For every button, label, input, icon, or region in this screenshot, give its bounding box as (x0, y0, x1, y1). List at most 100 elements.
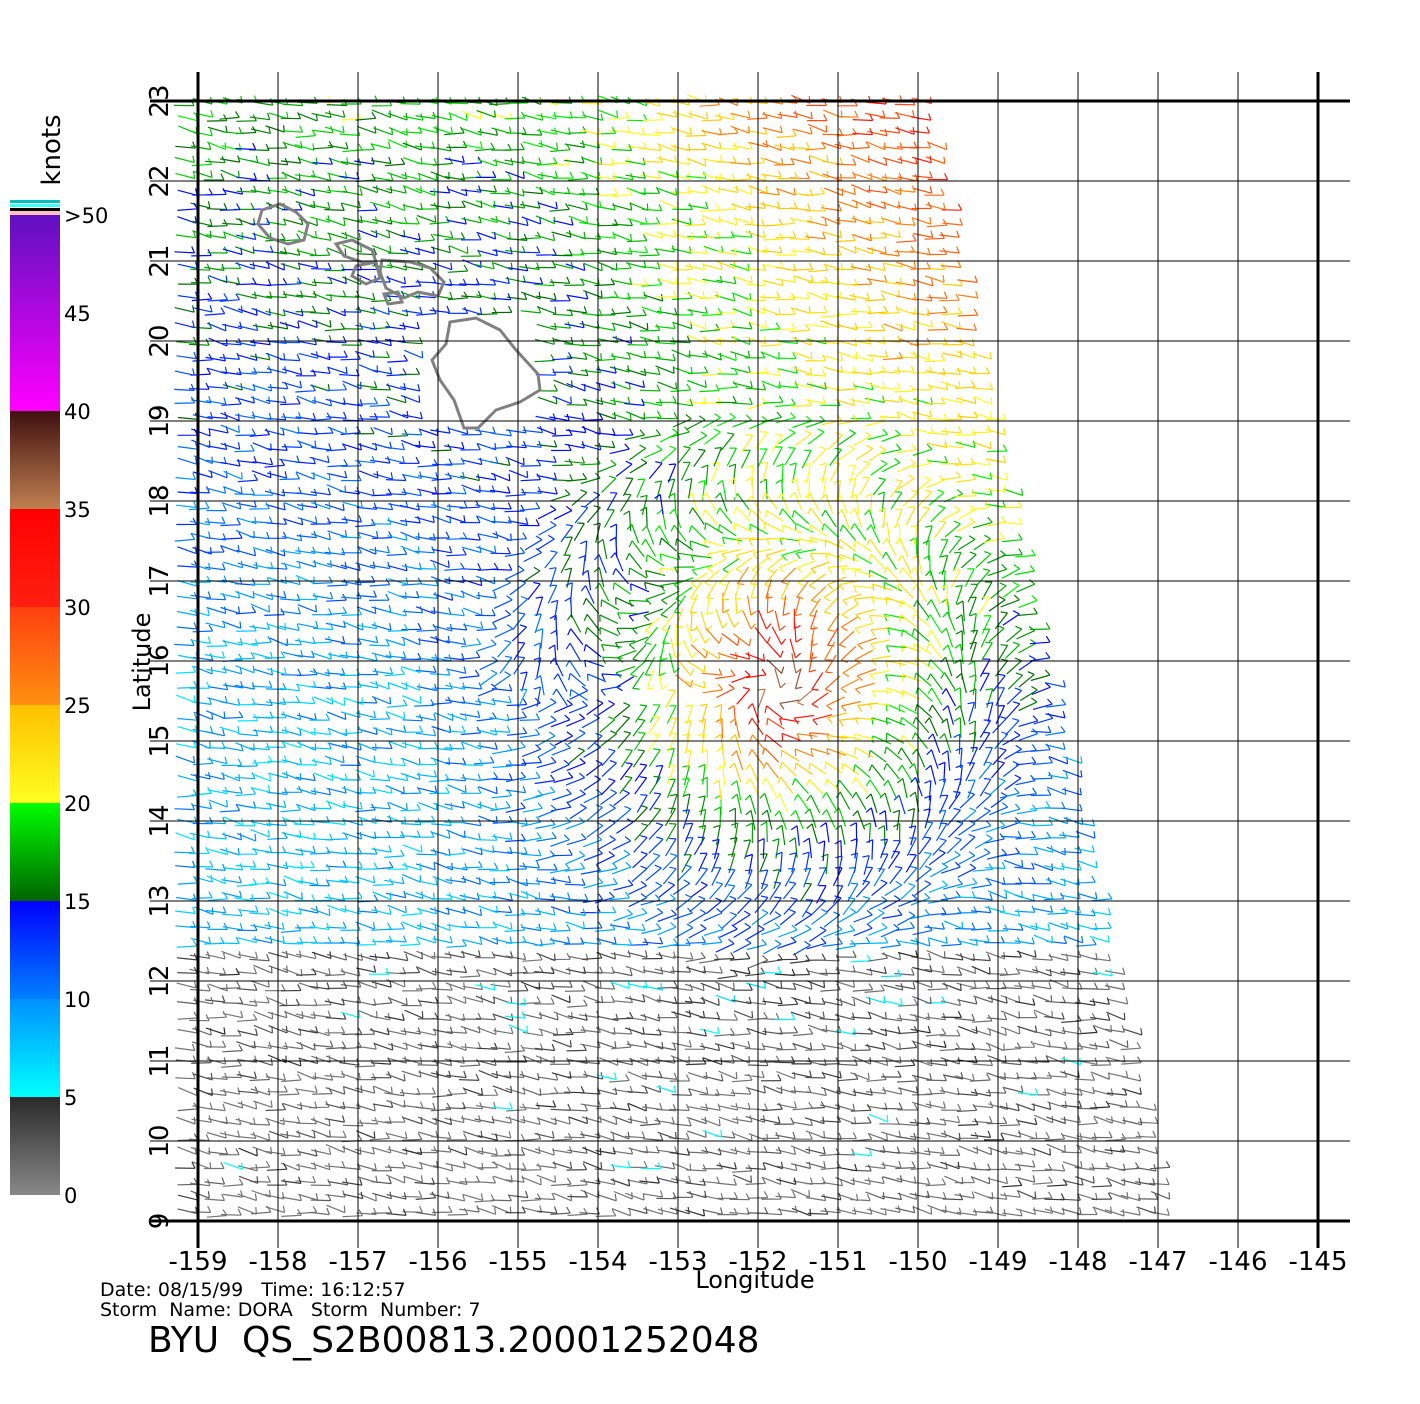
wind-barbs (537, 294, 1020, 860)
colorbar: 0 5 10 15 20 25 30 35 40 45 >50 (10, 200, 108, 1208)
wind-barbs (176, 950, 1068, 1125)
wind-barbs (675, 173, 917, 688)
wind-barbs (206, 816, 377, 885)
wind-barbs (779, 717, 800, 726)
wind-barbs (461, 215, 754, 844)
wind-barbs (766, 659, 785, 674)
wind-barbs (357, 862, 378, 870)
wind-barbs (748, 203, 963, 736)
wind-barbs (207, 381, 977, 939)
wind-barbs (690, 172, 900, 659)
wind-barbs (762, 125, 903, 617)
wind-barbs (222, 953, 1022, 1214)
wind-barbs (822, 128, 934, 287)
wind-barbs (324, 113, 784, 530)
wind-barbs (221, 397, 692, 885)
wind-barbs (704, 322, 753, 534)
wind-barbs (386, 832, 1021, 944)
wind-barbs (177, 157, 858, 843)
wind-barbs (731, 670, 751, 683)
wind-barbs (203, 173, 1024, 844)
y-tick-label: 12 (145, 964, 175, 997)
wind-barbs (177, 576, 1054, 936)
wind-barbs (205, 533, 1052, 920)
wind-barbs (741, 430, 961, 710)
wind-barbs (280, 624, 992, 914)
wind-barbs (220, 111, 709, 390)
y-tick-label: 17 (145, 564, 175, 597)
wind-barbs (191, 396, 1022, 839)
wind-barbs (339, 128, 1035, 874)
wind-barbs (234, 726, 288, 902)
wind-barbs (668, 479, 933, 738)
wind-barbs (177, 965, 1157, 1215)
wind-barbs (715, 174, 918, 680)
wind-barbs (415, 984, 1110, 1216)
wind-barbs (730, 155, 949, 660)
wind-barbs (771, 626, 801, 742)
wind-barbs (205, 741, 319, 886)
wind-barbs (327, 711, 406, 913)
wind-barbs (401, 907, 946, 1004)
wind-barbs (283, 216, 624, 572)
wind-barbs (685, 232, 945, 754)
wind-barbs (746, 668, 767, 679)
wind-barbs (297, 125, 962, 708)
island-hawaii (430, 316, 542, 430)
wind-barbs (176, 562, 1080, 932)
wind-barbs (774, 610, 786, 631)
wind-barbs (189, 681, 736, 1003)
wind-barbs (850, 185, 916, 272)
x-tick-label: -156 (408, 1247, 467, 1277)
wind-barbs (190, 591, 992, 889)
wind-barbs (192, 247, 1021, 927)
wind-barbs (236, 201, 800, 846)
wind-barbs (177, 952, 993, 1186)
wind-barbs (717, 126, 946, 682)
wind-barbs (220, 398, 1020, 916)
wind-barbs (534, 279, 905, 797)
wind-barbs (174, 233, 946, 783)
wind-barbs (766, 275, 891, 795)
wind-barbs (325, 952, 932, 1186)
wind-barbs (838, 277, 904, 552)
wind-barbs (250, 667, 333, 902)
wind-barbs (250, 143, 993, 784)
wind-barbs (370, 127, 723, 768)
wind-barbs (386, 488, 976, 954)
wind-barbs (280, 112, 866, 830)
y-tick-label: 15 (145, 724, 175, 757)
wind-barbs (928, 651, 1051, 866)
wind-barbs (388, 112, 962, 738)
wind-barbs (835, 171, 857, 196)
wind-barbs (757, 688, 766, 709)
wind-barbs (220, 169, 885, 781)
wind-barbs (235, 349, 1083, 805)
wind-barbs (370, 262, 540, 330)
x-tick-label: -154 (568, 1247, 627, 1277)
wind-barbs (190, 142, 693, 347)
wind-barbs (237, 714, 259, 722)
wind-barbs (190, 786, 1035, 930)
colorbar-cap (10, 208, 60, 211)
wind-barbs (295, 262, 941, 753)
x-tick-label: -145 (1288, 1247, 1347, 1277)
wind-barbs (792, 262, 814, 271)
wind-barbs (714, 231, 1008, 675)
colorbar-band (10, 215, 60, 411)
wind-barbs (661, 142, 915, 771)
wind-barbs (727, 110, 960, 726)
wind-barbs (718, 185, 872, 345)
wind-barbs (178, 97, 991, 786)
colorbar-band (10, 1097, 60, 1195)
colorbar-band (10, 999, 60, 1097)
wind-barbs (205, 1027, 423, 1156)
wind-barbs (702, 293, 960, 694)
wind-barbs (957, 275, 978, 283)
wind-barbs (716, 247, 901, 583)
wind-barbs (701, 203, 811, 754)
wind-barbs (177, 275, 1037, 908)
wind-barbs (177, 426, 1006, 931)
wind-barbs (429, 215, 751, 469)
wind-barbs (747, 351, 858, 514)
